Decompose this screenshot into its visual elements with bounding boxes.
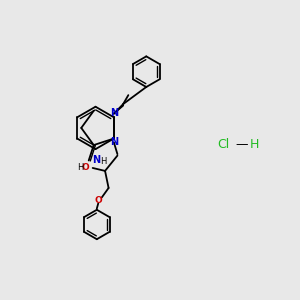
- Text: O: O: [94, 196, 102, 205]
- Text: Cl: Cl: [218, 138, 230, 151]
- Text: H: H: [100, 158, 106, 166]
- Text: O: O: [81, 163, 89, 172]
- Text: N: N: [110, 109, 118, 118]
- Text: —: —: [235, 138, 247, 151]
- Text: H: H: [250, 138, 259, 151]
- Text: N: N: [110, 137, 118, 147]
- Text: H: H: [77, 163, 83, 172]
- Text: N: N: [92, 155, 101, 166]
